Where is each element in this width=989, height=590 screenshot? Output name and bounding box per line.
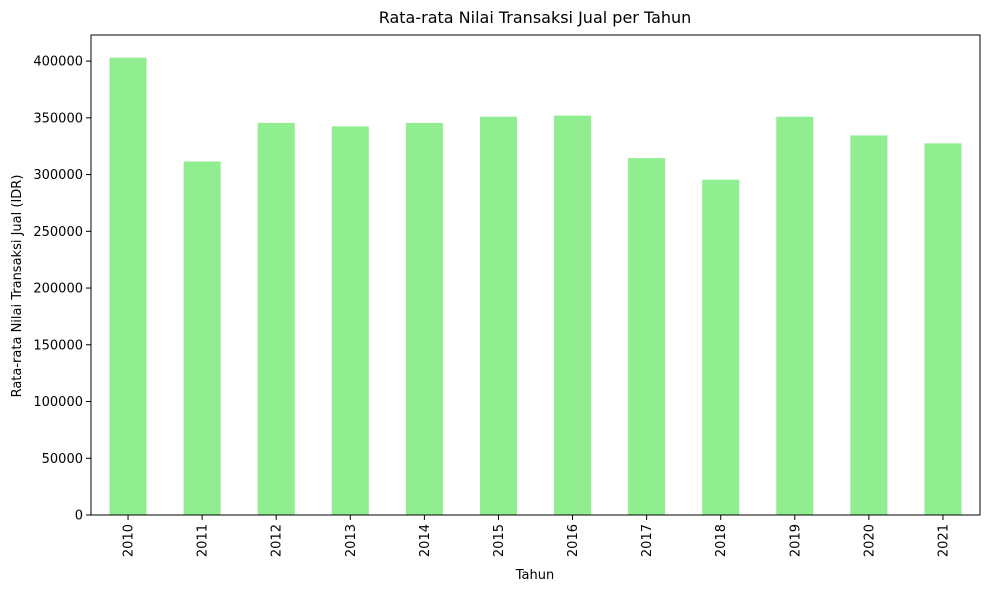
bar-2013 <box>331 126 369 515</box>
y-tick-label: 200000 <box>33 282 83 297</box>
y-tick-label: 300000 <box>33 168 83 183</box>
chart-title: Rata-rata Nilai Transaksi Jual per Tahun <box>379 8 692 27</box>
bar-2021 <box>924 143 962 515</box>
x-tick-label: 2013 <box>344 524 359 557</box>
x-tick-label: 2019 <box>788 524 803 557</box>
bar-2018 <box>702 179 740 515</box>
bar-2019 <box>776 116 814 515</box>
y-tick-label: 100000 <box>33 395 83 410</box>
plot-frame <box>90 34 981 516</box>
y-axis: 0 50000 100000 150000 200000 250000 300000 3500… <box>33 55 91 524</box>
x-tick-label: 2011 <box>196 524 211 557</box>
y-tick-label: 50000 <box>42 452 83 467</box>
x-tick-label: 2020 <box>862 524 877 557</box>
x-tick-label: 2017 <box>640 524 655 557</box>
y-tick-label: 0 <box>75 509 83 524</box>
x-tick-label: 2021 <box>936 524 951 557</box>
x-tick-label: 2018 <box>714 524 729 557</box>
bar-2014 <box>405 122 443 515</box>
y-tick-label: 250000 <box>33 225 83 240</box>
bar-2017 <box>628 158 666 515</box>
x-axis: 2010 2011 2012 2013 2014 2015 2016 2017 2018 2019… <box>122 515 951 557</box>
y-tick-label: 150000 <box>33 338 83 353</box>
x-tick-label: 2014 <box>418 524 433 557</box>
bar-2015 <box>479 116 517 515</box>
x-tick-label: 2012 <box>270 524 285 557</box>
bar-2020 <box>850 135 888 515</box>
x-tick-label: 2010 <box>122 524 137 557</box>
bar-2011 <box>183 161 221 515</box>
bar-2016 <box>554 115 592 515</box>
y-tick-label: 400000 <box>33 55 83 70</box>
bars-layer <box>109 57 962 515</box>
x-axis-title: Tahun <box>515 568 554 583</box>
x-tick-label: 2015 <box>492 524 507 557</box>
x-tick-label: 2016 <box>566 524 581 557</box>
y-axis-title: Rata-rata Nilai Transaksi Jual (IDR) <box>10 175 25 398</box>
y-tick-label: 350000 <box>33 111 83 126</box>
bar-2012 <box>257 122 295 515</box>
bar-2010 <box>109 57 147 515</box>
